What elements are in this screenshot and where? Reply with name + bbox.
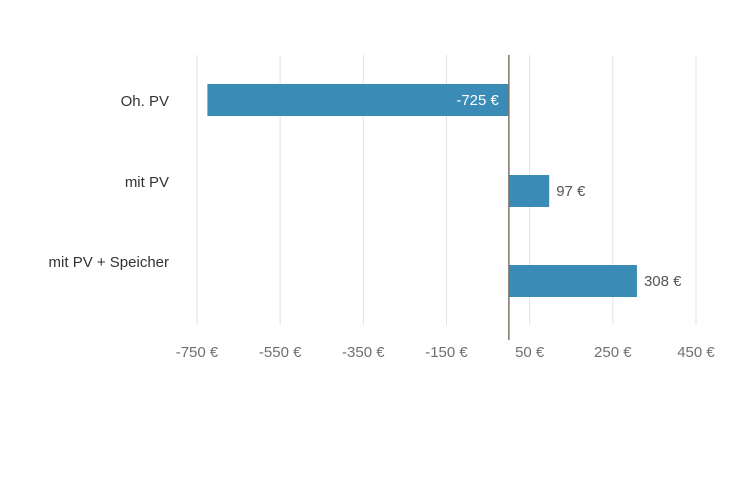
bars (207, 84, 637, 297)
bar (508, 175, 550, 207)
category-label: mit PV + Speicher (49, 254, 169, 271)
x-tick-label: -550 € (259, 344, 302, 361)
x-tick-label: -350 € (342, 344, 385, 361)
category-label: mit PV (125, 174, 169, 191)
data-label: -725 € (456, 92, 499, 109)
x-tick-label: -150 € (425, 344, 468, 361)
data-label: 308 € (644, 273, 682, 290)
x-tick-label: 450 € (677, 344, 715, 361)
x-tick-label: -750 € (176, 344, 219, 361)
category-label: Oh. PV (121, 93, 169, 110)
bar (207, 84, 509, 116)
data-label: 97 € (556, 183, 586, 200)
bar (508, 265, 637, 297)
x-tick-label: 250 € (594, 344, 632, 361)
x-tick-label: 50 € (515, 344, 545, 361)
labels: -750 € -550 € -350 € -150 € 50 € 250 € 450 € Oh… (49, 92, 716, 361)
